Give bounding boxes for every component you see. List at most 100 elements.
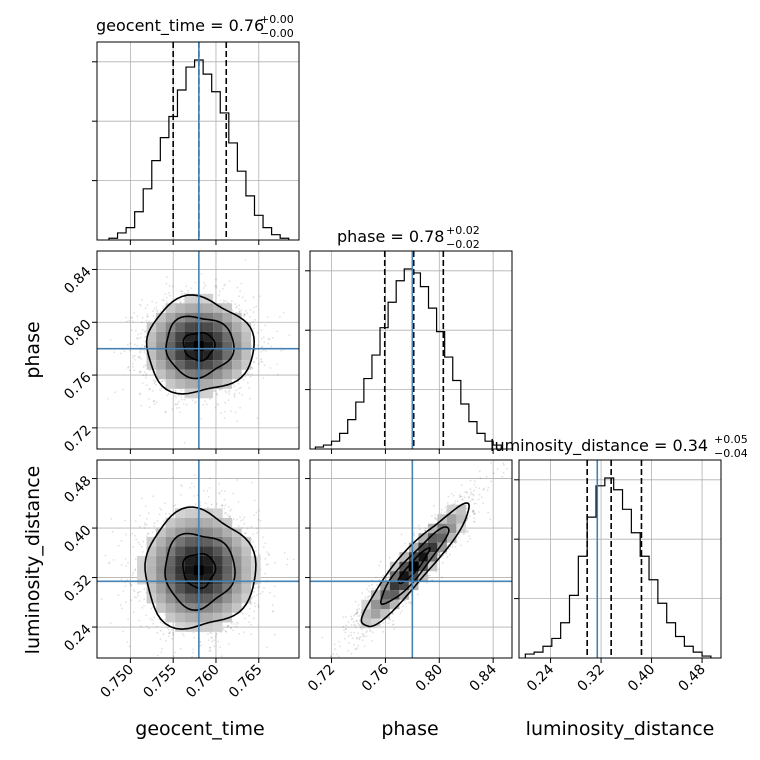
sample-point bbox=[219, 388, 222, 391]
sample-point bbox=[174, 389, 177, 392]
sample-point bbox=[254, 319, 256, 321]
sample-point bbox=[140, 545, 143, 548]
sample-point bbox=[224, 504, 227, 507]
sample-point bbox=[219, 646, 222, 648]
sample-point bbox=[149, 617, 152, 620]
sample-point bbox=[260, 360, 262, 363]
sample-point bbox=[146, 315, 149, 318]
sample-point bbox=[268, 338, 271, 341]
sample-point bbox=[143, 522, 146, 525]
sample-point bbox=[252, 327, 255, 330]
sample-point bbox=[200, 644, 203, 647]
density-cell bbox=[203, 388, 214, 399]
sample-point bbox=[168, 513, 171, 515]
density-cell bbox=[222, 555, 233, 566]
sample-point bbox=[133, 369, 136, 372]
sample-point bbox=[266, 551, 269, 553]
sample-point bbox=[252, 617, 255, 620]
density-cell bbox=[203, 379, 214, 389]
sample-point bbox=[138, 619, 140, 622]
sample-point bbox=[142, 374, 145, 377]
sample-point bbox=[255, 357, 258, 360]
sample-point bbox=[239, 290, 242, 293]
density-cell bbox=[175, 546, 185, 556]
sample-point bbox=[227, 399, 230, 402]
sample-point bbox=[174, 394, 176, 397]
density-cell bbox=[156, 546, 166, 556]
density-cell bbox=[222, 536, 233, 547]
sample-point bbox=[175, 396, 177, 399]
sample-point bbox=[141, 344, 144, 347]
density-cell bbox=[232, 584, 242, 594]
sample-point bbox=[179, 411, 182, 414]
sample-point bbox=[230, 410, 233, 412]
density-cell bbox=[203, 584, 214, 594]
sample-point bbox=[256, 417, 259, 420]
sample-point bbox=[113, 351, 116, 354]
density-cell bbox=[184, 312, 195, 323]
sample-point bbox=[249, 603, 252, 606]
density-cell bbox=[165, 536, 176, 547]
sample-point bbox=[220, 412, 223, 414]
sample-point bbox=[234, 392, 236, 395]
density-cell bbox=[156, 312, 166, 323]
sample-point bbox=[303, 502, 305, 504]
sample-point bbox=[253, 306, 256, 309]
density-cell bbox=[213, 612, 223, 623]
sample-point bbox=[175, 403, 177, 406]
sample-point bbox=[367, 595, 370, 598]
sample-point bbox=[228, 391, 230, 393]
sample-point bbox=[263, 586, 265, 589]
sample-point bbox=[220, 505, 223, 507]
panel-background bbox=[310, 251, 512, 449]
sample-point bbox=[168, 284, 171, 287]
density-cell bbox=[232, 603, 242, 613]
sample-point bbox=[183, 398, 186, 401]
sample-point bbox=[338, 641, 340, 643]
sample-point bbox=[171, 285, 174, 288]
density-cell bbox=[213, 517, 223, 528]
sample-point bbox=[209, 631, 211, 634]
density-cell bbox=[184, 341, 195, 351]
sample-point bbox=[162, 305, 165, 308]
sample-point bbox=[139, 393, 141, 396]
sample-point bbox=[190, 287, 192, 290]
sample-point bbox=[137, 594, 140, 597]
sample-point bbox=[139, 351, 142, 354]
sample-point bbox=[143, 527, 146, 529]
sample-point bbox=[251, 367, 254, 370]
sample-point bbox=[126, 344, 129, 346]
sample-point bbox=[144, 345, 146, 348]
sample-point bbox=[179, 647, 182, 650]
density-cell bbox=[165, 565, 176, 575]
sample-point bbox=[258, 554, 261, 556]
sample-point bbox=[145, 374, 147, 377]
sample-point bbox=[155, 301, 158, 304]
sample-point bbox=[218, 482, 220, 485]
density-cell bbox=[175, 593, 185, 604]
sample-point bbox=[230, 622, 233, 625]
sample-point bbox=[100, 598, 103, 600]
density-cell bbox=[156, 574, 166, 585]
sample-point bbox=[160, 387, 163, 390]
density-cell bbox=[241, 322, 252, 332]
sample-point bbox=[140, 404, 143, 407]
sample-point bbox=[243, 315, 245, 318]
sample-point bbox=[202, 287, 205, 289]
sample-point bbox=[257, 604, 259, 607]
sample-point bbox=[130, 316, 133, 319]
sample-point bbox=[249, 375, 252, 378]
sample-point bbox=[161, 299, 164, 301]
sample-point bbox=[255, 511, 258, 514]
sample-point bbox=[224, 283, 227, 286]
sample-point bbox=[182, 634, 185, 637]
density-cell bbox=[222, 341, 233, 351]
x-tick-label: 0.760 bbox=[183, 662, 223, 702]
density-cell bbox=[175, 612, 185, 623]
sample-point bbox=[191, 399, 194, 402]
density-cell bbox=[156, 593, 166, 604]
sample-point bbox=[466, 517, 469, 520]
sample-point bbox=[187, 667, 189, 669]
sample-point bbox=[253, 610, 256, 613]
density-cell bbox=[165, 369, 176, 380]
